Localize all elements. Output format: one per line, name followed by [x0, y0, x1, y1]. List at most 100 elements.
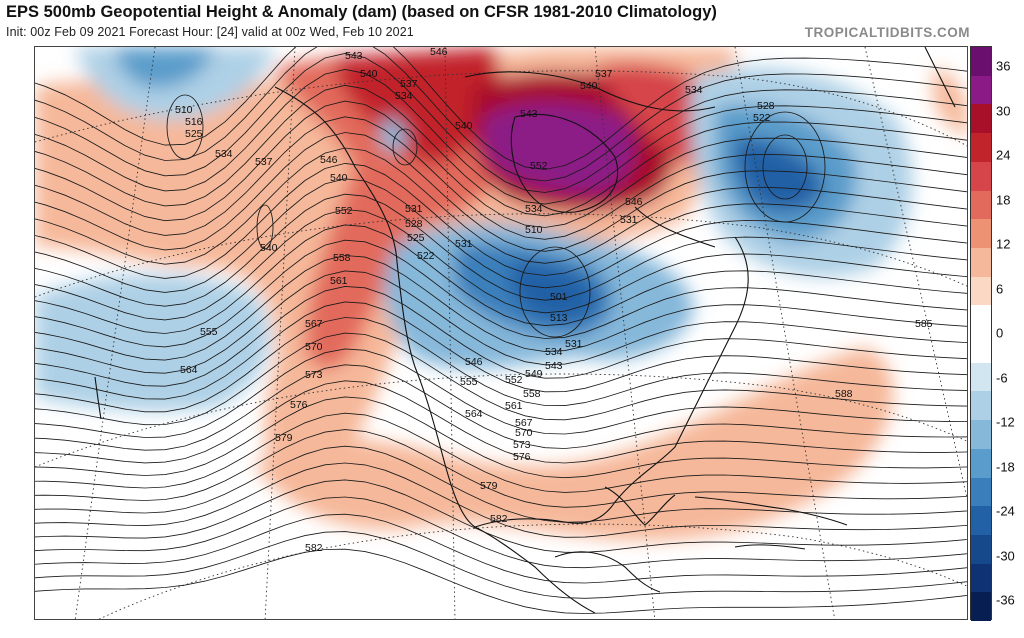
- height-contour: [35, 396, 967, 479]
- contour-label: 531: [405, 203, 423, 215]
- colorbar-segment: [971, 506, 991, 536]
- closed-contour: [744, 111, 826, 223]
- anomaly-shading: [35, 47, 967, 541]
- contour-label: 501: [550, 291, 568, 303]
- colorbar-tick-label: 24: [996, 147, 1011, 163]
- height-contour: [35, 84, 967, 217]
- contour-label: 588: [835, 388, 853, 400]
- colorbar-tick-label: -18: [996, 459, 1015, 474]
- contour-label: 570: [515, 427, 533, 439]
- contour-label: 540: [580, 80, 598, 92]
- contour-label: 531: [455, 238, 473, 250]
- contour-label: 543: [520, 108, 538, 120]
- colorbar-tick-label: -6: [996, 370, 1008, 385]
- height-contour: [35, 255, 967, 361]
- height-contour: [35, 100, 967, 228]
- contour-label: 540: [455, 120, 473, 132]
- contour-label: 534: [685, 84, 703, 96]
- closed-contour: [519, 246, 591, 338]
- contour-label: 567: [515, 417, 533, 429]
- colorbar-segment: [971, 448, 991, 478]
- height-contour: [35, 513, 967, 584]
- contour-label: 534: [525, 203, 543, 215]
- colorbar-segment: [971, 334, 991, 364]
- colorbar-tick-label: -30: [996, 548, 1015, 563]
- contour-label: 510: [175, 104, 193, 116]
- coastline: [274, 86, 596, 614]
- colorbar-tick-label: -24: [996, 503, 1015, 519]
- contour-label: 576: [513, 451, 531, 463]
- colorbar-segment: [971, 75, 991, 105]
- grid-line: [35, 70, 967, 147]
- contour-label: 555: [200, 326, 218, 338]
- colorbar-tick-label: 12: [996, 236, 1011, 252]
- map-subtitle: Init: 00z Feb 09 2021 Forecast Hour: [24…: [6, 25, 414, 39]
- height-contour: [35, 479, 967, 553]
- contour-label: 579: [275, 432, 293, 444]
- height-contour: [35, 285, 967, 387]
- height-contours: [35, 47, 967, 614]
- height-contour: [35, 193, 967, 307]
- height-contour: [35, 412, 967, 493]
- coastline: [694, 496, 848, 526]
- contour-label: 576: [290, 399, 308, 411]
- contour-label: 540: [330, 172, 348, 184]
- contour-label: 546: [625, 196, 643, 208]
- height-contour: [35, 429, 967, 508]
- contour-label: 585: [915, 318, 933, 330]
- grid-line: [35, 213, 967, 298]
- colorbar-segment: [971, 47, 991, 77]
- coastline: [510, 113, 619, 213]
- height-contour: [35, 178, 967, 293]
- contour-label: 528: [757, 100, 775, 112]
- colorbar-segment: [971, 420, 991, 450]
- height-contour: [35, 301, 967, 400]
- colorbar-segment: [971, 104, 991, 134]
- contour-label: 540: [260, 242, 278, 254]
- contour-label: 543: [545, 360, 563, 372]
- closed-contour: [256, 204, 274, 250]
- height-contour: [35, 332, 967, 426]
- contour-label: 546: [320, 154, 338, 166]
- height-contour: [35, 52, 967, 193]
- contour-label: 573: [305, 369, 323, 381]
- height-contour: [35, 224, 967, 334]
- colorbar-segment: [971, 391, 991, 421]
- colorbar-segment: [971, 534, 991, 565]
- height-contour: [35, 348, 967, 438]
- colorbar-tick-label: 36: [996, 58, 1011, 74]
- contour-label: 570: [305, 341, 323, 353]
- contour-label: 510: [525, 224, 543, 236]
- contour-label: 552: [530, 160, 548, 172]
- colorbar-segment: [971, 190, 991, 220]
- contour-label: 564: [180, 364, 198, 376]
- contour-label: 534: [215, 148, 233, 160]
- contour-label: 558: [523, 388, 541, 400]
- contour-label: 582: [305, 542, 323, 554]
- contour-label: 537: [595, 68, 613, 80]
- coastline: [464, 71, 716, 112]
- contour-label: 579: [480, 480, 498, 492]
- contour-label: 582: [490, 513, 508, 525]
- contour-label: 525: [407, 232, 425, 244]
- closed-contour: [762, 134, 808, 200]
- closed-contour: [166, 94, 204, 160]
- colorbar-segment: [971, 592, 991, 622]
- contour-label: 534: [395, 90, 413, 102]
- colorbar-segment: [971, 563, 991, 593]
- colorbar-tick-label: 0: [996, 325, 1004, 341]
- contour-label: 543: [345, 50, 363, 62]
- contour-label: 522: [753, 112, 771, 124]
- grid-line: [98, 523, 967, 619]
- map-panel: 543 540 537 534 546 540 543 552 537 540 534 528 522 5…: [34, 46, 968, 620]
- site-credit[interactable]: TROPICALTIDBITS.COM: [804, 25, 970, 40]
- colorbar-segment: [971, 161, 991, 191]
- contour-label: 546: [430, 47, 448, 58]
- height-contour: [35, 317, 967, 413]
- colorbar-segment: [971, 133, 991, 163]
- colorbar-segment: [971, 276, 991, 306]
- height-contour: [35, 116, 967, 240]
- height-contour: [35, 239, 967, 348]
